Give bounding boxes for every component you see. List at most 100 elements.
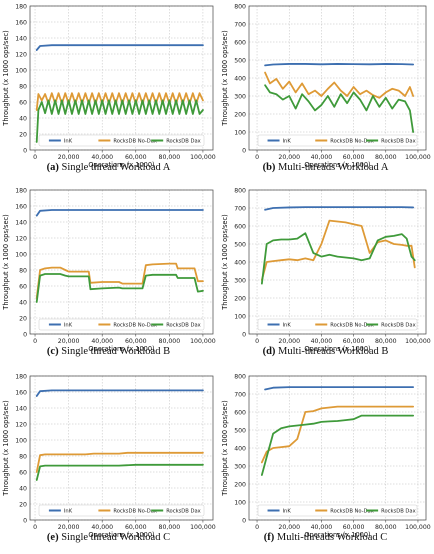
data-point-dax — [411, 256, 413, 258]
y-tick-label: 80 — [19, 267, 27, 274]
data-point-nodax — [304, 257, 306, 259]
data-point-ink — [401, 206, 403, 208]
data-point-nodax — [152, 452, 154, 454]
data-point-dax — [320, 256, 322, 258]
x-tick-label: 100,000 — [190, 338, 216, 345]
caption-e-text: Single thread Workload C — [58, 532, 171, 543]
legend: InK RocksDB No-Dax RocksDB Dax — [38, 134, 205, 147]
y-tick-label: 100 — [234, 129, 246, 136]
y-tick-label: 160 — [15, 19, 27, 26]
data-point-nodax — [266, 261, 268, 263]
data-point-dax — [165, 113, 167, 115]
data-point-dax — [88, 275, 90, 277]
data-point-nodax — [359, 93, 361, 95]
data-point-nodax — [365, 90, 367, 92]
data-point-nodax — [68, 453, 70, 455]
legend-box — [38, 504, 205, 517]
plot-frame — [29, 375, 214, 521]
y-tick-label: 600 — [234, 223, 246, 230]
data-point-dax — [365, 109, 367, 111]
data-point-dax — [101, 99, 103, 101]
legend-box — [38, 134, 205, 147]
y-tick-label: 160 — [15, 389, 27, 396]
data-point-ink — [118, 209, 120, 211]
y-tick-label: 160 — [15, 203, 27, 210]
data-point-dax — [118, 287, 120, 289]
data-point-nodax — [393, 243, 395, 245]
data-point-dax — [51, 113, 53, 115]
legend-label-dax: RocksDB Dax — [166, 509, 201, 515]
data-point-ink — [135, 44, 137, 46]
data-point-nodax — [39, 454, 41, 456]
x-tick-label: 40,000 — [311, 524, 333, 531]
series-line-ink — [264, 206, 415, 211]
data-point-nodax — [44, 267, 46, 269]
data-point-dax — [39, 275, 41, 277]
data-point-ink — [135, 209, 137, 211]
data-point-ink — [264, 209, 266, 211]
data-point-ink — [401, 63, 403, 65]
data-point-dax — [385, 415, 387, 417]
data-point-dax — [320, 421, 322, 423]
series-line-dax — [35, 463, 204, 481]
data-point-nodax — [288, 81, 290, 83]
y-tick-label: 800 — [234, 187, 246, 194]
data-point-nodax — [192, 92, 194, 94]
data-point-ink — [36, 215, 38, 217]
data-point-nodax — [152, 263, 154, 265]
data-point-dax — [272, 239, 274, 241]
data-point-dax — [314, 109, 316, 111]
data-point-nodax — [145, 92, 147, 94]
y-tick-label: 40 — [19, 299, 27, 306]
data-point-dax — [125, 113, 127, 115]
data-point-dax — [135, 464, 137, 466]
y-axis-label: Throughput (x 1000 ops/sec) — [2, 30, 10, 126]
data-point-dax — [401, 233, 403, 235]
legend: InK RocksDB No-Dax RocksDB Dax — [257, 134, 418, 147]
legend-label-ink: InK — [283, 323, 292, 329]
data-point-dax — [409, 109, 411, 111]
data-point-dax — [158, 113, 160, 115]
data-point-ink — [39, 390, 41, 392]
data-point-dax — [188, 99, 190, 101]
data-point-nodax — [414, 266, 416, 268]
chart-a: 0 20 40 60 80 100 120 140 160 180 0 20,000 40,000 60,… — [2, 3, 216, 169]
data-point-nodax — [282, 88, 284, 90]
data-point-nodax — [398, 90, 400, 92]
data-point-ink — [272, 387, 274, 389]
data-point-nodax — [135, 283, 137, 285]
data-point-dax — [282, 99, 284, 101]
data-point-nodax — [369, 406, 371, 408]
data-point-ink — [36, 395, 38, 397]
y-tick-label: 600 — [234, 39, 246, 46]
data-point-nodax — [296, 438, 298, 440]
caption-f-tag: (f) — [263, 532, 275, 543]
data-point-nodax — [406, 245, 408, 247]
data-point-nodax — [266, 451, 268, 453]
data-point-dax — [377, 239, 379, 241]
data-point-dax — [398, 99, 400, 101]
data-point-ink — [288, 206, 290, 208]
y-tick-label: 300 — [234, 93, 246, 100]
data-point-dax — [37, 109, 39, 111]
data-point-nodax — [36, 471, 38, 473]
data-point-dax — [327, 95, 329, 97]
data-point-nodax — [84, 453, 86, 455]
caption-c-text: Single thread Workload B — [58, 346, 171, 357]
data-point-dax — [312, 252, 314, 254]
x-tick-label: 100,000 — [405, 524, 431, 531]
y-tick-label: 140 — [15, 405, 27, 412]
x-tick-label: 20,000 — [58, 524, 80, 531]
data-point-nodax — [312, 259, 314, 261]
chart-e: 0 20 40 60 80 100 120 140 160 180 0 20,000 40,000 60,… — [2, 373, 216, 539]
data-point-dax — [177, 277, 179, 279]
x-tick-label: 80,000 — [375, 154, 397, 161]
data-point-nodax — [412, 95, 414, 97]
y-tick-label: 100 — [234, 499, 246, 506]
data-point-ink — [272, 207, 274, 209]
data-point-dax — [337, 420, 338, 422]
y-tick-label: 120 — [15, 235, 27, 242]
x-tick-label: 40,000 — [91, 154, 113, 161]
x-tick-label: 60,000 — [125, 154, 147, 161]
